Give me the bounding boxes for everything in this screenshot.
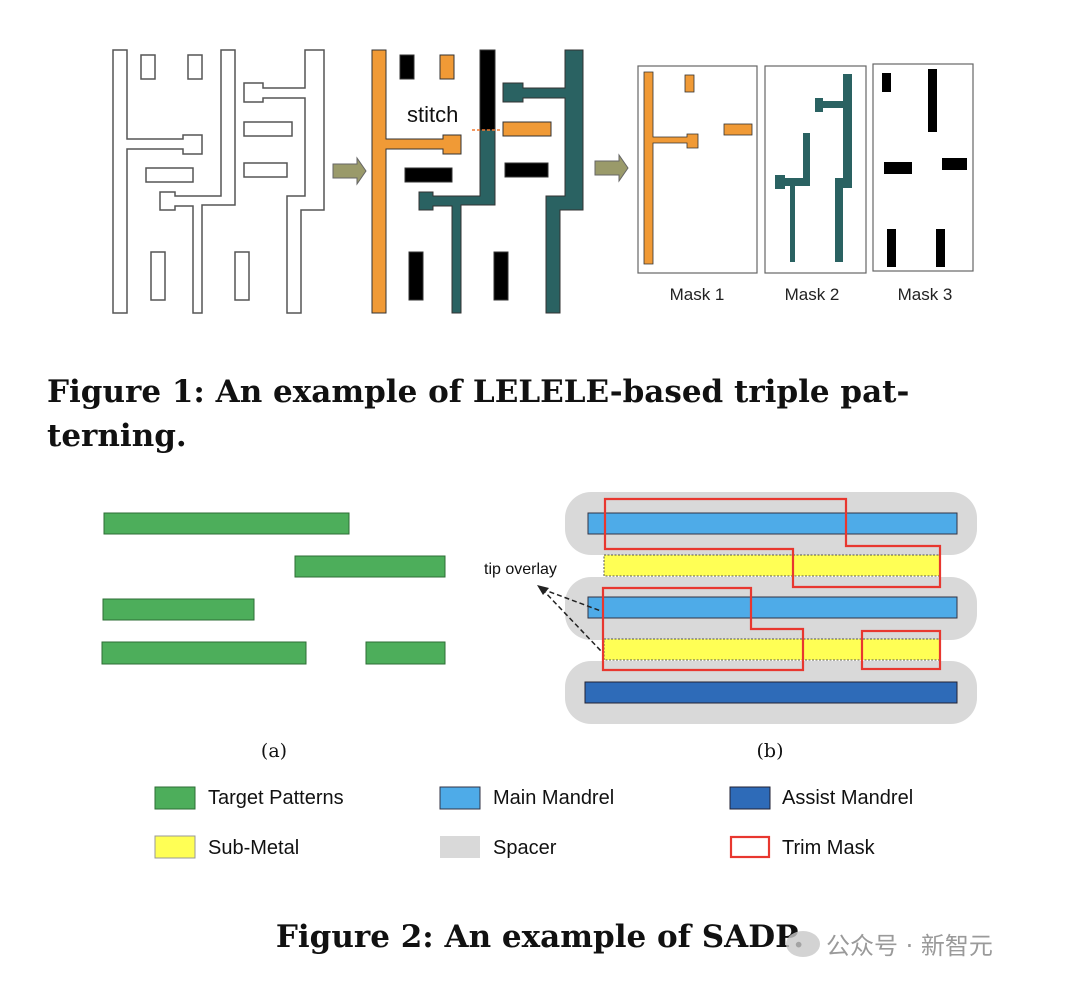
figure-1-caption: Figure 1: An example of LELELE-based tri…: [47, 370, 909, 458]
arrow-right-icon: [332, 156, 367, 186]
caption-line: Figure 1: An example of LELELE-based tri…: [47, 374, 910, 410]
layout-wire-right: [243, 49, 325, 314]
legend-swatch-main-mandrel: [439, 786, 481, 810]
mask-2: [764, 65, 867, 274]
target-patterns: [101, 512, 446, 665]
main-mandrels: [587, 512, 958, 619]
subfigure-b-label: (b): [757, 740, 784, 762]
mask-1-label: Mask 1: [670, 285, 725, 304]
original-layout: [112, 49, 325, 314]
wechat-logo-icon: [786, 930, 820, 957]
watermark-text: 公众号 · 新智元: [826, 932, 993, 960]
legend-swatch-spacer: [440, 836, 480, 858]
caption-line: terning.: [47, 418, 187, 454]
legend-swatch-assist-mandrel: [729, 786, 771, 810]
tip-overlay-label: tip overlay: [484, 561, 557, 578]
legend-swatch-trim-mask: [729, 835, 771, 859]
mask-3: [872, 63, 974, 272]
trim-masks: [601, 497, 942, 672]
tip-overlay-arrows: [541, 588, 602, 652]
legend-label: Target Patterns: [208, 787, 344, 809]
legend-label: Assist Mandrel: [782, 787, 913, 809]
mask-3-label: Mask 3: [898, 285, 953, 304]
legend-label: Trim Mask: [782, 837, 876, 859]
decomposed-layout: [371, 49, 584, 314]
layout-wire-left: [112, 49, 203, 314]
assist-mandrel: [584, 681, 958, 704]
legend-label: Main Mandrel: [493, 787, 614, 809]
mask-1: [637, 65, 758, 274]
mask-2-label: Mask 2: [785, 285, 840, 304]
subfigure-a-label: (a): [261, 740, 287, 762]
layout-wire-middle: [159, 49, 236, 314]
sub-metals: [603, 554, 941, 661]
legend-label: Sub-Metal: [208, 837, 299, 859]
legend-swatch-target: [154, 786, 196, 810]
arrow-right-icon: [594, 153, 629, 183]
arrowhead-icon: [537, 585, 549, 595]
legend-swatch-sub-metal: [154, 835, 196, 859]
legend-label: Spacer: [493, 837, 557, 859]
legend: Target Patterns Main Mandrel Assist Mand…: [154, 786, 913, 859]
figure-2-caption: Figure 2: An example of SADP.: [275, 919, 805, 955]
stitch-label: stitch: [407, 102, 458, 127]
watermark: 公众号 · 新智元: [786, 926, 993, 961]
